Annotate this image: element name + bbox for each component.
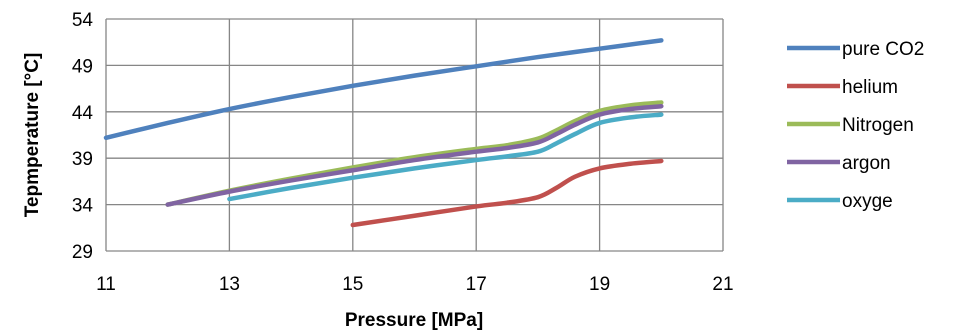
x-tick-label-3: 17 [466,274,487,295]
legend-label-oxyge: oxyge [842,191,893,212]
x-tick-labels: 11 13 15 17 19 21 [96,274,733,295]
x-tick-label-5: 21 [712,274,733,295]
x-tick-label-2: 15 [342,274,363,295]
series-line-oxyge [227,112,664,202]
legend: pure CO2 helium Nitrogen argon oxyge [787,39,924,212]
y-tick-label-5: 54 [72,10,94,31]
y-tick-label-1: 34 [72,196,94,217]
x-tick-label-1: 13 [219,274,240,295]
y-tick-label-4: 49 [72,56,93,77]
legend-label-nitrogen: Nitrogen [842,115,914,136]
x-tick-label-0: 11 [96,274,116,295]
plot-area [106,19,723,251]
series-line-pure-co2 [103,38,664,141]
y-tick-label-2: 39 [72,149,93,170]
y-tick-labels: 29 34 39 44 49 54 [72,10,94,263]
y-axis-title: Tepmperature [°C] [22,53,43,218]
x-tick-label-4: 19 [589,274,610,295]
series-line-helium [350,158,664,228]
y-tick-label-0: 29 [72,242,93,263]
series-line-argon [165,103,664,207]
legend-label-helium: helium [842,77,898,98]
y-tick-label-3: 44 [72,103,94,124]
legend-label-pure-co2: pure CO2 [842,39,924,60]
legend-label-argon: argon [842,153,891,174]
series-lines [103,38,664,228]
x-axis-title: Pressure [MPa] [345,310,483,331]
